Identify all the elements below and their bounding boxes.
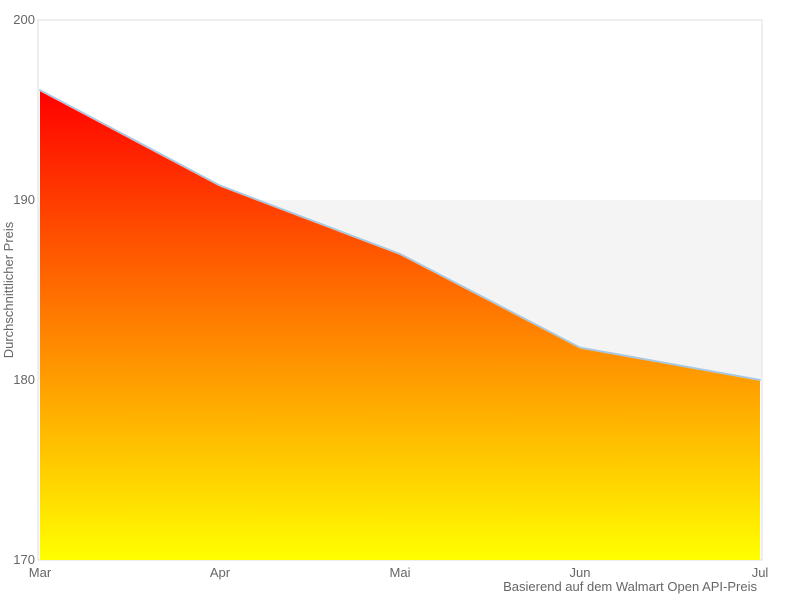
y-axis-title: Durchschnittlicher Preis (1, 221, 16, 358)
x-tick-label: Jun (570, 565, 591, 580)
y-tick-label: 200 (13, 12, 35, 27)
x-axis-title: Basierend auf dem Walmart Open API-Preis (503, 579, 757, 594)
y-axis-tick-labels: 200 190 180 170 (13, 12, 35, 567)
x-tick-label: Mar (29, 565, 52, 580)
x-tick-label: Jul (752, 565, 769, 580)
x-tick-label: Apr (210, 565, 231, 580)
y-tick-label: 170 (13, 552, 35, 567)
area-line (39, 89, 761, 381)
area-fill (40, 90, 760, 560)
y-tick-label: 180 (13, 372, 35, 387)
x-axis-tick-labels: Mar Apr Mai Jun Jul (29, 565, 769, 580)
x-tick-label: Mai (390, 565, 411, 580)
y-tick-label: 190 (13, 192, 35, 207)
